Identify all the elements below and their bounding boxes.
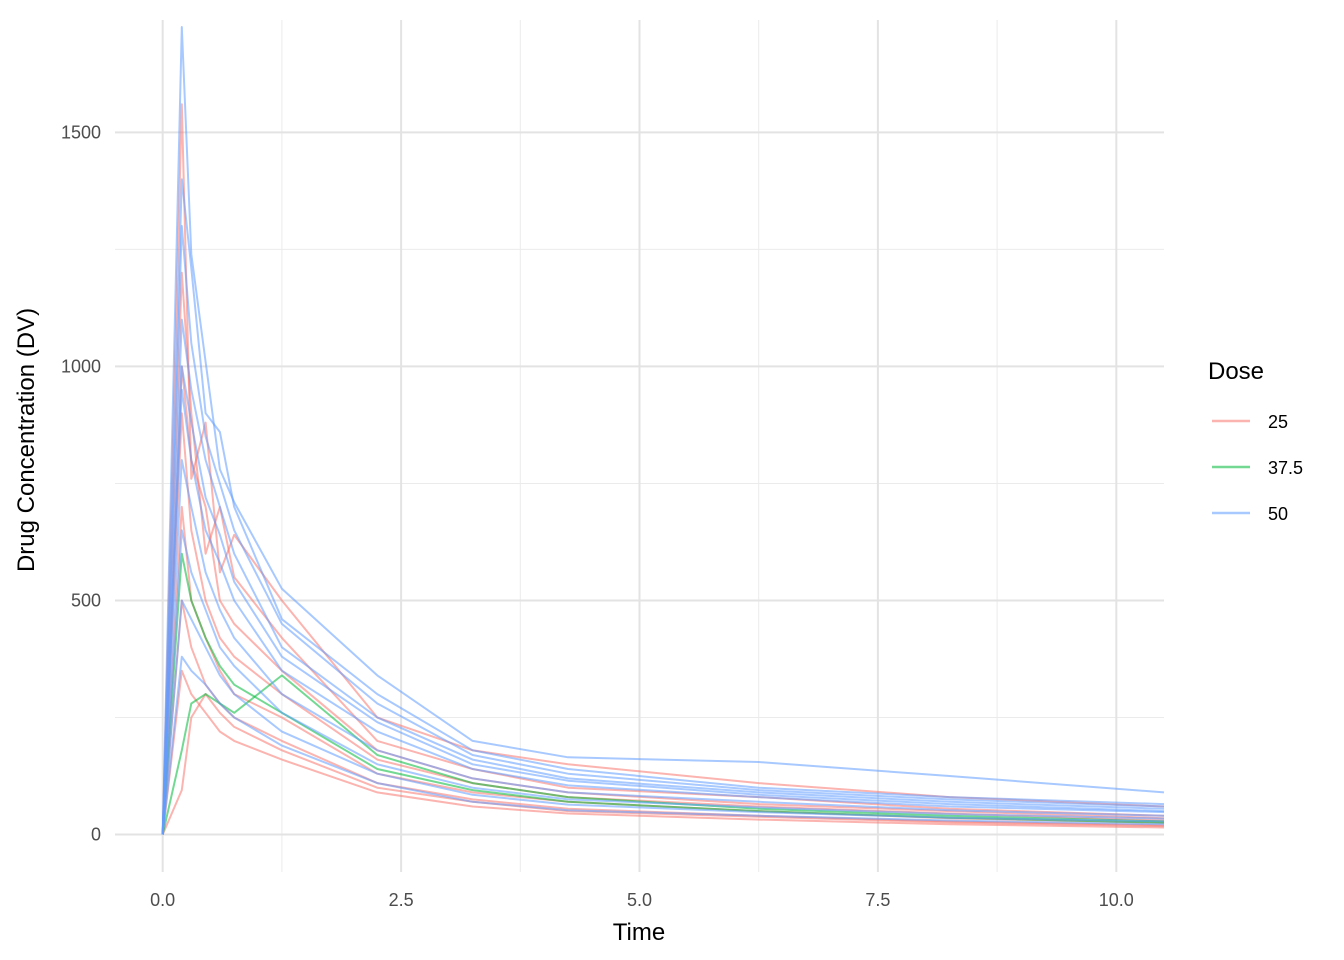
series-line-dose-50: [161, 178, 1165, 835]
legend-label: 50: [1268, 504, 1288, 524]
x-tick-label: 2.5: [389, 890, 414, 910]
legend-title: Dose: [1208, 358, 1264, 385]
x-tick-label: 7.5: [865, 890, 890, 910]
y-tick-label: 0: [91, 825, 101, 845]
y-axis-ticks: 0 500 1000 1500: [61, 122, 101, 844]
series-line-dose-50: [161, 599, 1165, 835]
x-tick-label: 5.0: [627, 890, 652, 910]
legend: Dose 25 37.5 50: [1208, 358, 1303, 524]
series-line-dose-25: [161, 669, 1165, 835]
series-line-dose-50: [161, 529, 1165, 835]
y-tick-label: 1500: [61, 122, 101, 142]
major-gridlines: [115, 20, 1164, 872]
series-lines: [161, 26, 1165, 835]
x-tick-label: 10.0: [1099, 890, 1134, 910]
series-line-dose-50: [161, 365, 1165, 835]
y-axis-title: Drug Concentration (DV): [13, 308, 40, 572]
y-tick-label: 500: [71, 590, 101, 610]
series-line-dose-50: [161, 388, 1165, 835]
series-line-dose-50: [161, 26, 1165, 835]
legend-label: 37.5: [1268, 458, 1303, 478]
x-axis-ticks: 0.0 2.5 5.0 7.5 10.0: [150, 890, 1134, 910]
legend-label: 25: [1268, 412, 1288, 432]
series-line-dose-25: [161, 103, 1165, 835]
series-line-dose-50: [161, 225, 1165, 835]
x-axis-title: Time: [613, 919, 665, 946]
series-line-dose-25: [161, 271, 1165, 835]
y-tick-label: 1000: [61, 356, 101, 376]
series-line-dose-50: [161, 655, 1165, 835]
series-line-dose-50: [161, 459, 1165, 835]
x-tick-label: 0.0: [150, 890, 175, 910]
series-line-dose-50: [161, 318, 1165, 835]
series-line-dose-37-5: [161, 674, 1165, 835]
